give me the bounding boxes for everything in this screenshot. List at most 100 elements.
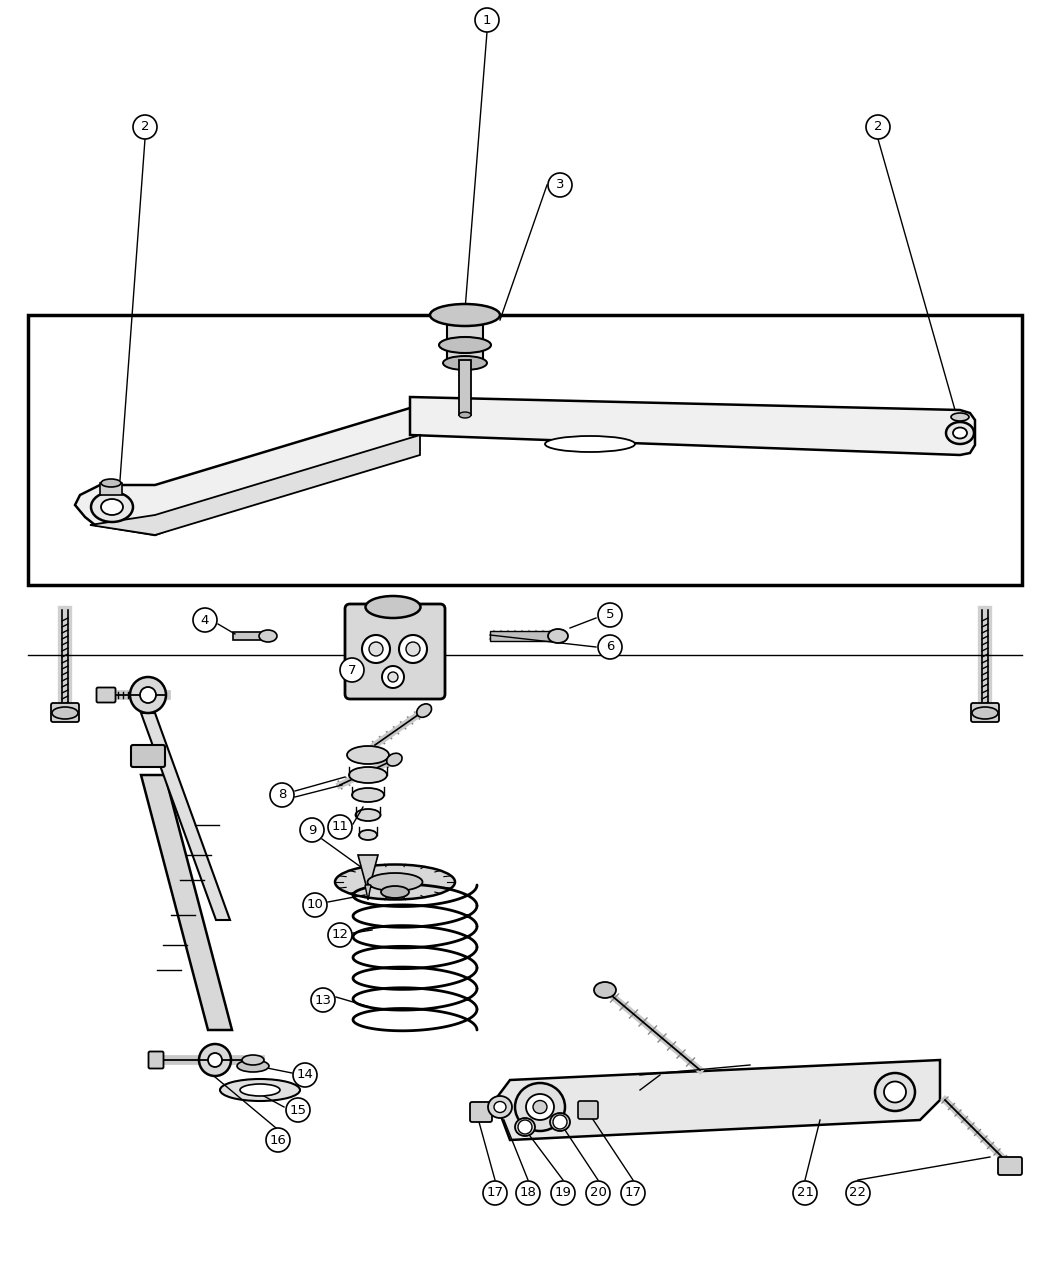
- Ellipse shape: [439, 337, 491, 353]
- Ellipse shape: [545, 436, 635, 453]
- Ellipse shape: [526, 1094, 554, 1119]
- Text: 16: 16: [270, 1133, 287, 1146]
- Circle shape: [130, 677, 166, 713]
- Ellipse shape: [365, 595, 420, 618]
- Circle shape: [793, 1181, 817, 1205]
- Text: 18: 18: [520, 1187, 537, 1200]
- Text: 7: 7: [348, 663, 356, 677]
- Circle shape: [866, 115, 890, 139]
- Ellipse shape: [349, 768, 387, 783]
- Text: 10: 10: [307, 899, 323, 912]
- Circle shape: [548, 173, 572, 198]
- Circle shape: [516, 1181, 540, 1205]
- Circle shape: [406, 643, 420, 657]
- Ellipse shape: [101, 479, 121, 487]
- Ellipse shape: [548, 629, 568, 643]
- Bar: [233, 632, 265, 640]
- Ellipse shape: [884, 1081, 906, 1103]
- Ellipse shape: [488, 1096, 512, 1118]
- Bar: [447, 312, 483, 365]
- Ellipse shape: [368, 873, 422, 891]
- Polygon shape: [495, 1060, 940, 1140]
- Circle shape: [311, 988, 335, 1012]
- Circle shape: [193, 608, 217, 632]
- Circle shape: [133, 115, 158, 139]
- Ellipse shape: [237, 1060, 269, 1072]
- Circle shape: [266, 1128, 290, 1153]
- Text: 13: 13: [315, 993, 332, 1006]
- Ellipse shape: [52, 708, 78, 719]
- Text: 15: 15: [290, 1103, 307, 1117]
- Circle shape: [586, 1181, 610, 1205]
- Text: 2: 2: [141, 121, 149, 134]
- Circle shape: [300, 819, 324, 842]
- Ellipse shape: [430, 303, 500, 326]
- Text: 19: 19: [554, 1187, 571, 1200]
- Polygon shape: [365, 885, 371, 900]
- Text: 9: 9: [308, 824, 316, 836]
- Circle shape: [598, 635, 622, 659]
- Ellipse shape: [550, 1113, 570, 1131]
- Text: 4: 4: [201, 613, 209, 626]
- Ellipse shape: [359, 830, 377, 840]
- Circle shape: [475, 8, 499, 32]
- Text: 14: 14: [296, 1068, 314, 1081]
- Circle shape: [553, 1116, 567, 1128]
- Text: 2: 2: [874, 121, 882, 134]
- FancyBboxPatch shape: [971, 703, 999, 722]
- Ellipse shape: [875, 1074, 915, 1111]
- Text: 17: 17: [486, 1187, 504, 1200]
- Polygon shape: [75, 405, 420, 536]
- Ellipse shape: [417, 704, 432, 718]
- Bar: [28, 315, 1022, 585]
- Ellipse shape: [443, 356, 487, 370]
- Text: 12: 12: [332, 928, 349, 941]
- Circle shape: [369, 643, 383, 657]
- Circle shape: [270, 783, 294, 807]
- Bar: [490, 631, 555, 641]
- Ellipse shape: [972, 708, 998, 719]
- Polygon shape: [90, 435, 420, 536]
- Polygon shape: [410, 397, 975, 455]
- Ellipse shape: [101, 499, 123, 515]
- FancyBboxPatch shape: [97, 687, 116, 703]
- Bar: [100, 483, 122, 495]
- Ellipse shape: [386, 754, 402, 766]
- Ellipse shape: [335, 864, 455, 899]
- Ellipse shape: [951, 413, 969, 421]
- Circle shape: [303, 892, 327, 917]
- Ellipse shape: [381, 886, 410, 898]
- Circle shape: [208, 1053, 222, 1067]
- Circle shape: [328, 923, 352, 947]
- Text: 3: 3: [555, 179, 564, 191]
- FancyBboxPatch shape: [51, 703, 79, 722]
- Bar: [459, 360, 471, 414]
- Text: 6: 6: [606, 640, 614, 654]
- Text: 1: 1: [483, 14, 491, 27]
- FancyBboxPatch shape: [578, 1102, 598, 1119]
- Text: 17: 17: [625, 1187, 642, 1200]
- Text: 11: 11: [332, 821, 349, 834]
- Ellipse shape: [240, 1084, 280, 1096]
- Ellipse shape: [514, 1082, 565, 1131]
- Ellipse shape: [594, 982, 616, 998]
- Ellipse shape: [346, 746, 388, 764]
- Ellipse shape: [533, 1100, 547, 1113]
- Circle shape: [328, 815, 352, 839]
- Circle shape: [483, 1181, 507, 1205]
- Ellipse shape: [220, 1079, 300, 1102]
- Ellipse shape: [514, 1118, 536, 1136]
- Text: 22: 22: [849, 1187, 866, 1200]
- Polygon shape: [141, 775, 232, 1030]
- FancyBboxPatch shape: [148, 1052, 164, 1068]
- Circle shape: [286, 1098, 310, 1122]
- Ellipse shape: [259, 630, 277, 643]
- Ellipse shape: [91, 492, 133, 521]
- Ellipse shape: [494, 1102, 506, 1113]
- Polygon shape: [358, 856, 378, 885]
- Ellipse shape: [953, 427, 967, 439]
- Circle shape: [382, 666, 404, 689]
- Circle shape: [518, 1119, 532, 1133]
- Circle shape: [621, 1181, 645, 1205]
- Ellipse shape: [352, 788, 384, 802]
